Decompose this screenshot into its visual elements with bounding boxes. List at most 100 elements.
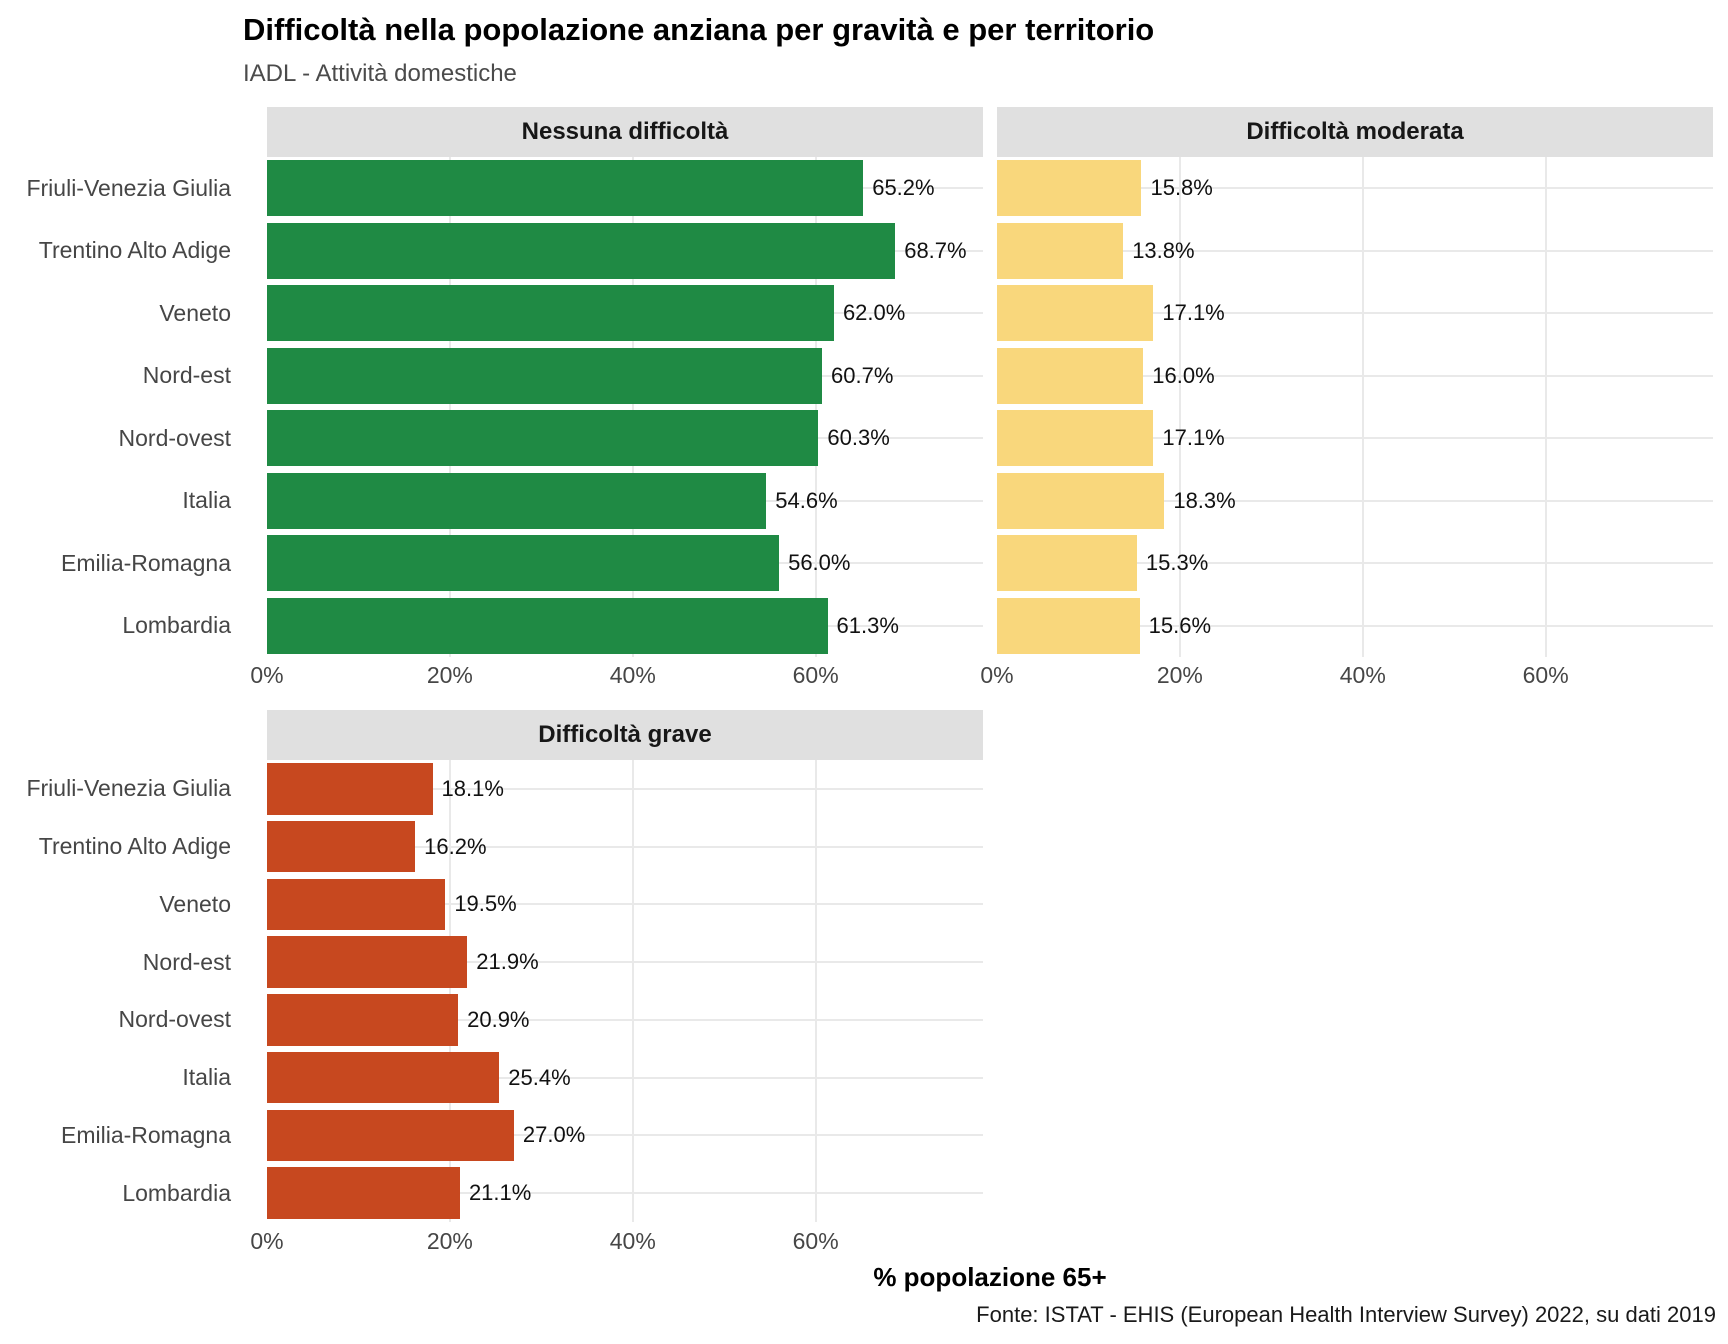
y-axis-labels-top: Friuli-Venezia Giulia Trentino Alto Adige… — [0, 157, 249, 657]
bar — [267, 936, 468, 988]
bar — [267, 994, 459, 1046]
category-label: Nord-est — [142, 948, 231, 975]
bar-row: 65.2% — [267, 157, 983, 220]
bar-row: 62.0% — [267, 282, 983, 345]
gridline-vertical — [814, 157, 817, 657]
gridline-vertical — [1544, 157, 1547, 657]
bar — [267, 597, 828, 654]
bar-row: 18.1% — [267, 760, 983, 818]
gridline-vertical — [1178, 157, 1181, 657]
category-label: Nord-est — [142, 362, 231, 389]
category-label: Friuli-Venezia Giulia — [26, 775, 231, 802]
gridline-horizontal — [267, 1192, 983, 1195]
x-axis-bottom: 0% 20% 40% 60% — [250, 1228, 983, 1262]
bar — [997, 222, 1124, 279]
facet-panel-difficolta-grave: Difficoltà grave 18.1% 16.2% 19.5% 21.9% 20.… — [267, 710, 983, 1222]
gridline-vertical — [631, 157, 634, 657]
bar — [997, 347, 1144, 404]
bar-value-label: 19.5% — [454, 891, 517, 917]
category-label: Trentino Alto Adige — [38, 237, 231, 264]
bar-value-label: 68.7% — [904, 237, 967, 263]
category-label: Trentino Alto Adige — [38, 833, 231, 860]
bar-value-label: 15.8% — [1150, 175, 1213, 201]
gridline-horizontal — [997, 499, 1713, 502]
chart-title: Difficoltà nella popolazione anziana per… — [243, 12, 1155, 47]
x-axis-tick-label: 60% — [792, 662, 839, 688]
x-axis-title: % popolazione 65+ — [873, 1262, 1107, 1292]
bar — [997, 285, 1154, 342]
gridline-horizontal — [997, 624, 1713, 627]
category-label: Veneto — [159, 299, 231, 326]
bar-row: 61.3% — [267, 595, 983, 658]
category-label: Lombardia — [122, 1179, 231, 1206]
gridline-horizontal — [267, 903, 983, 906]
gridline-horizontal — [267, 787, 983, 790]
gridline-horizontal — [997, 312, 1713, 315]
plot-area: 65.2% 68.7% 62.0% 60.7% 60.3% 54.6% 56.0% 61.3% — [267, 157, 983, 657]
bar-value-label: 27.0% — [522, 1122, 586, 1148]
gridline-vertical — [448, 157, 451, 657]
bar — [267, 472, 767, 529]
bar-value-label: 18.3% — [1173, 487, 1236, 513]
gridline-horizontal — [267, 1018, 983, 1021]
bar-row: 15.8% — [997, 157, 1713, 220]
bar — [267, 535, 780, 592]
gridline-horizontal — [267, 1134, 983, 1137]
plot-area: 18.1% 16.2% 19.5% 21.9% 20.9% 25.4% 27.0% 21.1% — [267, 760, 983, 1222]
bar-value-label: 61.3% — [836, 612, 899, 638]
gridline-horizontal — [997, 437, 1713, 440]
bar — [997, 597, 1140, 654]
bar — [267, 160, 864, 217]
bar-value-label: 21.1% — [468, 1180, 532, 1206]
bar-row: 17.1% — [997, 407, 1713, 470]
bar-row: 21.1% — [267, 1164, 983, 1222]
x-axis-tick-label: 40% — [1339, 662, 1386, 688]
bar-row: 15.3% — [997, 532, 1713, 595]
facet-strip: Difficoltà moderata — [997, 107, 1713, 157]
category-label: Nord-ovest — [118, 1006, 231, 1033]
bar-row: 16.0% — [997, 345, 1713, 408]
category-label: Lombardia — [122, 612, 231, 639]
x-axis-top-right: 0% 20% 40% 60% — [980, 662, 1713, 696]
bar — [267, 1109, 514, 1162]
plot-area: 15.8% 13.8% 17.1% 16.0% 17.1% 18.3% 15.3% 15.6% — [997, 157, 1713, 657]
gridline-vertical — [448, 760, 451, 1222]
y-axis-labels-bottom: Friuli-Venezia Giulia Trentino Alto Adige… — [0, 760, 249, 1222]
category-label: Veneto — [159, 890, 231, 917]
bar — [267, 410, 819, 467]
bar-value-label: 16.0% — [1152, 362, 1215, 388]
gridline-vertical — [814, 760, 817, 1222]
gridline-vertical — [631, 760, 634, 1222]
bar-row: 16.2% — [267, 818, 983, 876]
gridline-vertical — [1361, 157, 1364, 657]
bar-row: 56.0% — [267, 532, 983, 595]
bar-value-label: 21.9% — [476, 949, 539, 975]
bar-value-label: 56.0% — [788, 550, 851, 576]
x-axis-tick-label: 20% — [1156, 662, 1203, 688]
bar-row: 20.9% — [267, 991, 983, 1049]
chart-subtitle: IADL - Attività domestiche — [243, 60, 517, 87]
bar-value-label: 60.7% — [831, 362, 894, 388]
category-label: Nord-ovest — [118, 424, 231, 451]
gridline-horizontal — [267, 1076, 983, 1079]
x-axis-tick-label: 40% — [609, 1228, 656, 1254]
x-axis-tick-label: 0% — [250, 1228, 284, 1254]
category-label: Italia — [182, 1064, 231, 1091]
bar-value-label: 65.2% — [872, 175, 935, 201]
bar — [997, 160, 1142, 217]
bar — [267, 222, 896, 279]
category-label: Emilia-Romagna — [60, 1121, 231, 1148]
bar-value-label: 18.1% — [441, 775, 504, 801]
bar-row: 18.3% — [997, 470, 1713, 533]
bar-value-label: 25.4% — [508, 1064, 571, 1090]
bar-row: 21.9% — [267, 933, 983, 991]
x-axis-tick-label: 20% — [426, 662, 473, 688]
gridline-horizontal — [997, 249, 1713, 252]
bar-row: 68.7% — [267, 220, 983, 283]
category-label: Friuli-Venezia Giulia — [26, 174, 231, 201]
bar-value-label: 15.3% — [1145, 550, 1209, 576]
bar — [267, 878, 446, 931]
bar-row: 13.8% — [997, 220, 1713, 283]
bar-value-label: 13.8% — [1132, 237, 1195, 263]
